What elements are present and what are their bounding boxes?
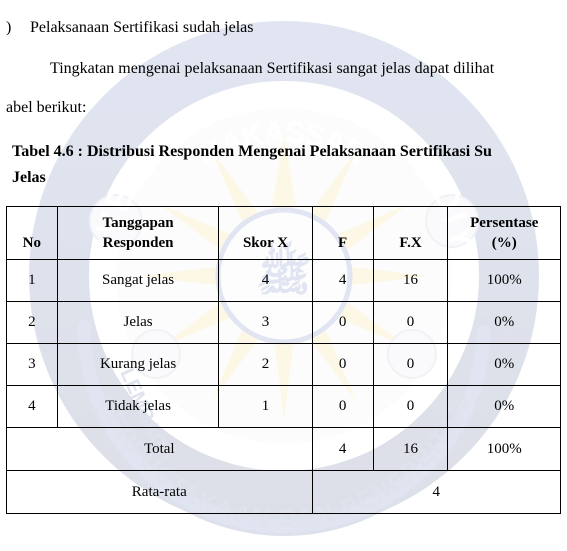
col-responden-bottom: Responden (62, 233, 215, 253)
col-persentase: Persentase (%) (448, 206, 561, 260)
col-f: F (312, 206, 373, 260)
cell-no: 4 (7, 386, 58, 428)
cell-skor: 2 (219, 344, 312, 386)
table-caption: Tabel 4.6 : Distribusi Responden Mengena… (12, 139, 561, 192)
cell-no: 1 (7, 260, 58, 302)
rata-value: 4 (312, 471, 560, 514)
cell-fx: 0 (373, 344, 448, 386)
total-f: 4 (312, 428, 373, 471)
cell-f: 0 (312, 386, 373, 428)
col-pct-top: Persentase (452, 213, 556, 233)
caption-line-2: Jelas (12, 169, 46, 186)
rata-row: Rata-rata 4 (7, 471, 561, 514)
bullet-line: ) Pelaksanaan Sertifikasi sudah jelas (6, 10, 561, 45)
col-f-label: F (317, 233, 369, 253)
cell-resp: Sangat jelas (57, 260, 219, 302)
cell-pct: 0% (448, 302, 561, 344)
cell-f: 0 (312, 344, 373, 386)
cell-fx: 0 (373, 302, 448, 344)
total-fx: 16 (373, 428, 448, 471)
total-label: Total (7, 428, 313, 471)
cell-skor: 3 (219, 302, 312, 344)
cell-f: 0 (312, 302, 373, 344)
cell-resp: Tidak jelas (57, 386, 219, 428)
col-fx-label: F.X (378, 233, 444, 253)
table-row: 4Tidak jelas1000% (7, 386, 561, 428)
cell-skor: 4 (219, 260, 312, 302)
cell-fx: 0 (373, 386, 448, 428)
cell-no: 3 (7, 344, 58, 386)
cell-pct: 0% (448, 344, 561, 386)
table-row: 2Jelas3000% (7, 302, 561, 344)
total-pct: 100% (448, 428, 561, 471)
col-no-label: No (11, 233, 53, 253)
distribution-table: No Tanggapan Responden Skor X F F.X (6, 206, 561, 515)
bullet-text: Pelaksanaan Sertifikasi sudah jelas (30, 10, 254, 45)
cell-f: 4 (312, 260, 373, 302)
cell-no: 2 (7, 302, 58, 344)
table-header-row: No Tanggapan Responden Skor X F F.X (7, 206, 561, 260)
table-row: 1Sangat jelas4416100% (7, 260, 561, 302)
table-row: 3Kurang jelas2000% (7, 344, 561, 386)
caption-line-1: Tabel 4.6 : Distribusi Responden Mengena… (12, 143, 492, 160)
col-pct-bottom: (%) (452, 233, 556, 253)
cell-resp: Kurang jelas (57, 344, 219, 386)
col-skor: Skor X (219, 206, 312, 260)
cell-resp: Jelas (57, 302, 219, 344)
cell-pct: 0% (448, 386, 561, 428)
rata-label: Rata-rata (7, 471, 313, 514)
intro-line-2: abel berikut: (6, 90, 561, 127)
cell-fx: 16 (373, 260, 448, 302)
bullet-marker: ) (6, 10, 18, 45)
col-fx: F.X (373, 206, 448, 260)
intro-line-1: Tingkatan mengenai pelaksanaan Sertifika… (50, 60, 494, 77)
col-responden-top: Tanggapan (62, 213, 215, 233)
col-responden: Tanggapan Responden (57, 206, 219, 260)
cell-skor: 1 (219, 386, 312, 428)
col-no: No (7, 206, 58, 260)
intro-paragraph: Tingkatan mengenai pelaksanaan Sertifika… (6, 51, 561, 88)
col-skor-label: Skor X (223, 233, 307, 253)
cell-pct: 100% (448, 260, 561, 302)
total-row: Total 4 16 100% (7, 428, 561, 471)
